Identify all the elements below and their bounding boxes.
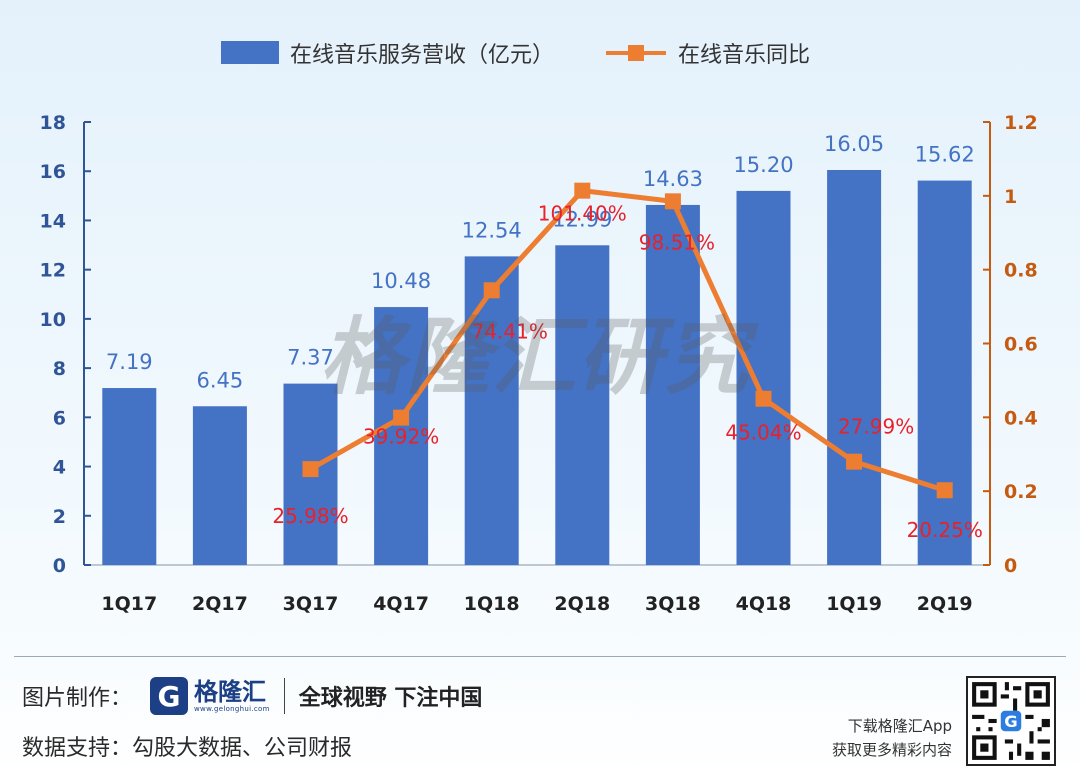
line-value-label: 101.40% xyxy=(538,202,627,226)
line-value-label: 27.99% xyxy=(838,415,914,439)
line-value-label: 20.25% xyxy=(907,518,983,542)
x-tick-label: 1Q17 xyxy=(101,593,157,615)
legend-line-label: 在线音乐同比 xyxy=(678,43,810,68)
y2-tick-label: 0.4 xyxy=(1004,407,1038,429)
logo-url: www.gelonghui.com xyxy=(194,704,270,713)
chart: 在线音乐服务营收（亿元） 在线音乐同比 0 2 4 6 8 10 12 14 16 18 0 0.2 0.4… xyxy=(40,41,1038,615)
line-point xyxy=(936,482,953,499)
bar-value-label: 10.48 xyxy=(371,269,431,293)
bar xyxy=(374,307,429,565)
bar xyxy=(917,180,972,565)
line-value-label: 45.04% xyxy=(725,421,801,445)
y-tick-label: 12 xyxy=(40,260,66,282)
bar xyxy=(645,204,700,565)
data-label: 数据支持： xyxy=(22,736,133,761)
slogan: 全球视野 下注中国 xyxy=(298,686,483,711)
y2-tick-label: 0.2 xyxy=(1004,481,1038,503)
line-point xyxy=(846,453,863,470)
y-tick-label: 6 xyxy=(53,407,66,429)
download-text: 下载格隆汇App 获取更多精彩内容 xyxy=(832,714,952,762)
x-tick-label: 4Q17 xyxy=(373,593,429,615)
y-tick-label: 14 xyxy=(40,210,66,232)
gelonghui-logo-icon: G xyxy=(150,677,189,715)
download-line-2: 获取更多精彩内容 xyxy=(831,741,952,759)
bar xyxy=(555,245,610,565)
credit-row: 图片制作： G 格隆汇 www.gelonghui.com 全球视野 下注中国 xyxy=(22,674,482,718)
y2-tick-label: 0 xyxy=(1004,555,1017,577)
bar-value-label: 12.54 xyxy=(462,218,522,242)
bar-value-label: 15.20 xyxy=(733,153,793,177)
y2-tick-label: 1.2 xyxy=(1004,112,1038,134)
qr-code-icon[interactable]: G xyxy=(966,676,1056,766)
legend-line-marker xyxy=(628,45,644,61)
bar-value-label: 16.05 xyxy=(824,132,884,156)
bar-value-label: 6.45 xyxy=(197,368,244,392)
y-tick-label: 8 xyxy=(53,358,66,380)
bar xyxy=(192,406,247,565)
line-value-label: 25.98% xyxy=(272,504,348,528)
made-by-label: 图片制作： xyxy=(22,686,133,711)
x-tick-label: 4Q18 xyxy=(736,593,792,615)
line-point xyxy=(755,390,772,407)
line-value-label: 39.92% xyxy=(363,425,439,449)
x-tick-label: 1Q19 xyxy=(826,593,882,615)
data-source: 勾股大数据、公司财报 xyxy=(132,736,353,761)
line-point xyxy=(393,409,410,426)
line-point xyxy=(302,461,319,478)
y-tick-label: 4 xyxy=(53,457,66,479)
footer-divider xyxy=(14,656,1066,657)
x-tick-label: 1Q18 xyxy=(464,593,520,615)
legend-bar-label: 在线音乐服务营收（亿元） xyxy=(290,43,554,68)
line-value-label: 74.41% xyxy=(472,319,548,343)
download-line-1: 下载格隆汇App xyxy=(847,717,952,735)
logo-text: 格隆汇 www.gelonghui.com xyxy=(194,679,270,714)
x-tick-label: 2Q18 xyxy=(554,593,610,615)
y2-tick-label: 0.8 xyxy=(1004,260,1038,282)
y-tick-label: 0 xyxy=(53,555,66,577)
bar xyxy=(102,388,157,565)
line-point xyxy=(574,182,591,199)
x-tick-label: 3Q17 xyxy=(283,593,339,615)
line-value-label: 98.51% xyxy=(639,230,715,254)
bar xyxy=(736,190,791,565)
bar-value-label: 7.19 xyxy=(106,350,153,374)
y-tick-label: 2 xyxy=(53,506,66,528)
bar-value-label: 14.63 xyxy=(643,167,703,191)
svg-text:G: G xyxy=(1004,712,1017,731)
legend-bar-swatch xyxy=(221,41,279,64)
data-source-row: 数据支持：勾股大数据、公司财报 xyxy=(22,730,352,762)
line-point xyxy=(664,193,681,210)
footer: 图片制作： G 格隆汇 www.gelonghui.com 全球视野 下注中国 … xyxy=(0,656,1080,778)
watermark: 格隆汇研究 xyxy=(320,308,751,406)
y2-tick-label: 0.6 xyxy=(1004,334,1038,356)
bar-value-label: 15.62 xyxy=(915,143,975,167)
bar xyxy=(827,169,882,565)
x-tick-label: 3Q18 xyxy=(645,593,701,615)
chart-area: 在线音乐服务营收（亿元） 在线音乐同比 0 2 4 6 8 10 12 14 16 18 0 0.2 0.4… xyxy=(40,41,1038,615)
y-tick-label: 10 xyxy=(40,309,66,331)
x-tick-label: 2Q19 xyxy=(917,593,973,615)
bar-value-label: 7.37 xyxy=(287,346,334,370)
y-tick-label: 18 xyxy=(40,112,66,134)
x-tick-label: 2Q17 xyxy=(192,593,248,615)
y-tick-label: 16 xyxy=(40,161,66,183)
separator xyxy=(283,678,285,714)
y2-tick-label: 1 xyxy=(1004,186,1017,208)
bar xyxy=(464,256,519,565)
logo-name: 格隆汇 xyxy=(194,677,267,706)
line-point xyxy=(483,282,500,299)
yoy-line xyxy=(309,188,946,493)
